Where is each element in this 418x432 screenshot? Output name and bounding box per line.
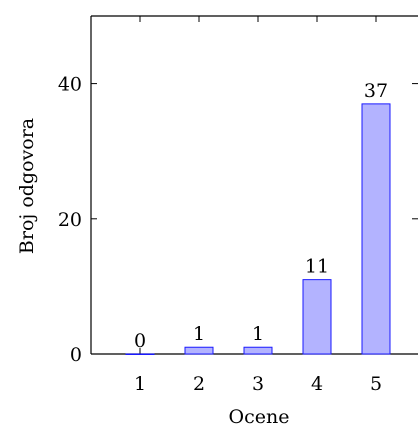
x-tick-label: 2 — [193, 373, 205, 395]
chart-axes: 0 20 40 1 2 3 4 5 — [58, 15, 418, 395]
data-label-2: 1 — [193, 323, 205, 345]
bar-5 — [361, 103, 391, 355]
x-tick-label: 1 — [134, 373, 146, 395]
bar-2 — [184, 346, 214, 355]
x-tick-label: 3 — [252, 373, 264, 395]
bar-3 — [243, 346, 273, 355]
y-axis-label: Broj odgovora — [16, 118, 38, 254]
data-label-3: 1 — [252, 323, 264, 345]
chart-bars — [125, 103, 391, 355]
data-label-4: 11 — [305, 256, 329, 278]
data-label-1: 0 — [134, 330, 146, 352]
x-axis-label: Ocene — [229, 406, 290, 428]
x-tick-label: 5 — [370, 373, 382, 395]
y-tick-label: 20 — [58, 209, 82, 231]
data-label-5: 37 — [364, 80, 388, 102]
y-tick-label: 40 — [58, 74, 82, 96]
bar-4 — [302, 279, 332, 355]
bar-1 — [125, 353, 155, 355]
y-tick-label: 0 — [70, 344, 82, 366]
x-tick-label: 4 — [311, 373, 323, 395]
